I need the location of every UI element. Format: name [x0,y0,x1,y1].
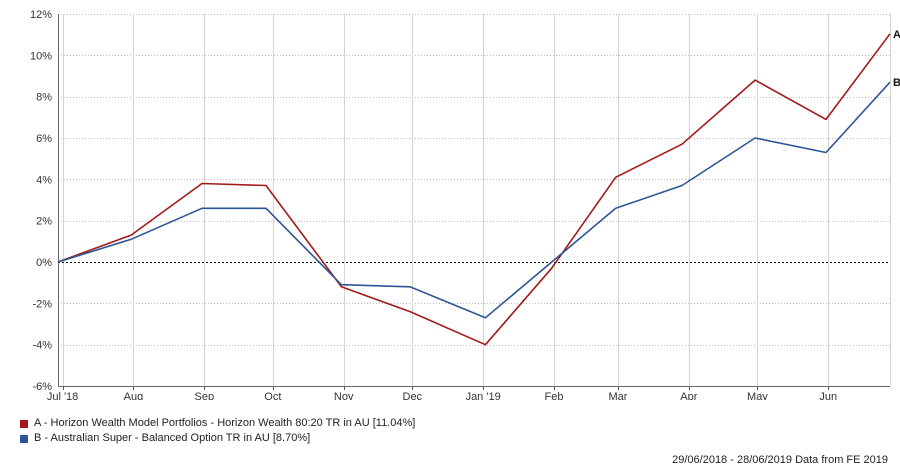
x-tick-labels: Jul '18 Aug Sep Oct Nov Dec Jan '19 Feb Mar Apr Ma… [47,391,837,400]
y-tick-label: 4% [36,174,52,186]
x-tick-label: Jul '18 [47,391,78,400]
series-line-b [57,81,891,319]
y-tick-label: -2% [32,298,52,310]
series-line-a [57,33,891,346]
x-tick-label: Mar [609,391,628,400]
x-tick-label: Jan '19 [466,391,501,400]
y-tick-label: 6% [36,133,52,145]
y-tick-label: 8% [36,92,52,104]
y-tick-label: 10% [30,50,52,62]
x-tick-label: Nov [334,391,354,400]
y-tick-labels: 12% 10% 8% 6% 4% 2% 0% -2% -4% -6% [30,9,52,393]
x-tick-label: Feb [545,391,564,400]
legend-label-a: A - Horizon Wealth Model Portfolios - Ho… [34,417,416,429]
x-tick-label: Dec [403,391,423,400]
series-end-label-a: A [893,29,900,41]
y-tick-label: 2% [36,216,52,228]
legend-item-a: A - Horizon Wealth Model Portfolios - Ho… [20,416,415,431]
y-tick-label: -6% [32,381,52,393]
x-tick-label: Apr [680,391,697,400]
x-tick-label: Sep [194,391,214,400]
legend-swatch-b [20,434,28,443]
axes [58,14,891,390]
x-tick-label: May [747,391,768,400]
y-tick-label: -4% [32,340,52,352]
legend: A - Horizon Wealth Model Portfolios - Ho… [20,416,415,446]
grid [58,14,890,387]
x-tick-label: Oct [264,391,281,400]
x-tick-label: Jun [819,391,837,400]
x-tick-label: Aug [124,391,144,400]
y-tick-label: 0% [36,257,52,269]
series-lines [57,33,891,346]
legend-label-b: B - Australian Super - Balanced Option T… [34,432,311,444]
y-tick-label: 12% [30,9,52,21]
performance-line-chart: 12% 10% 8% 6% 4% 2% 0% -2% -4% -6% Jul '18 Aug Sep O… [30,9,900,400]
series-end-label-b: B [893,77,900,89]
series-end-labels: AB [893,29,900,89]
legend-swatch-a [20,419,28,428]
legend-item-b: B - Australian Super - Balanced Option T… [20,431,415,446]
date-range-source: 29/06/2018 - 28/06/2019 Data from FE 201… [672,454,888,466]
